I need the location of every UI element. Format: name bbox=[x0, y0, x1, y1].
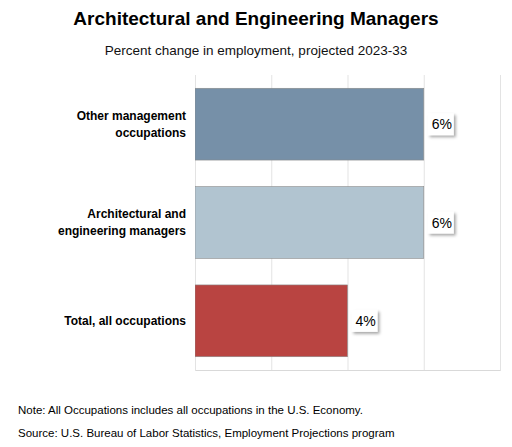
bar bbox=[195, 88, 424, 160]
data-label: 6% bbox=[428, 212, 454, 234]
data-labels: 6% 6% 4% bbox=[352, 113, 454, 332]
data-label-text: 4% bbox=[356, 313, 376, 329]
y-tick: Other managementoccupations bbox=[77, 109, 188, 140]
data-label-box bbox=[352, 310, 378, 332]
y-tick-label: Other managementoccupations bbox=[77, 109, 187, 140]
grid-line bbox=[500, 75, 501, 370]
title: Architectural and Engineering Managers bbox=[73, 8, 438, 29]
x-axis-line bbox=[196, 75, 501, 371]
note: Note: All Occupations includes all occup… bbox=[18, 404, 363, 416]
data-label-box bbox=[428, 113, 454, 135]
x-tick bbox=[500, 75, 501, 370]
data-label: 6% bbox=[428, 113, 454, 135]
data-label-text: 6% bbox=[432, 116, 452, 132]
subtitle: Percent change in employment, projected … bbox=[105, 43, 407, 58]
y-tick: Architectural andengineering managers bbox=[58, 207, 188, 238]
x-axis bbox=[196, 75, 501, 371]
source: Source: U.S. Bureau of Labor Statistics,… bbox=[18, 427, 394, 439]
y-tick-label: Total, all occupations bbox=[64, 314, 186, 328]
bar bbox=[195, 285, 348, 357]
bar bbox=[195, 187, 424, 259]
bars bbox=[195, 88, 424, 356]
data-label-text: 6% bbox=[432, 215, 452, 231]
y-axis: Other managementoccupations Architectural… bbox=[58, 109, 188, 328]
y-tick-label: Architectural andengineering managers bbox=[58, 207, 186, 238]
chart: Architectural and Engineering Managers Pe… bbox=[0, 0, 512, 447]
data-label: 4% bbox=[352, 310, 378, 332]
data-label-box bbox=[428, 212, 454, 234]
y-tick: Total, all occupations bbox=[64, 314, 188, 328]
